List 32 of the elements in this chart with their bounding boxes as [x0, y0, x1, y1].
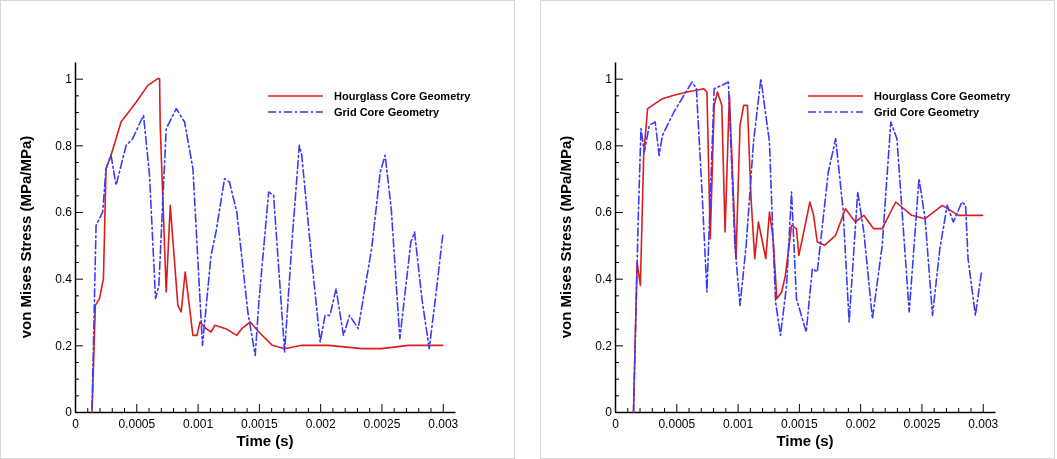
x-tick-label: 0.001: [723, 417, 754, 432]
y-tick-label: 0.4: [55, 272, 73, 287]
x-tick-label: 0.0015: [241, 417, 279, 432]
x-tick-label: 0.002: [305, 417, 336, 432]
x-tick-label: 0.0015: [781, 417, 819, 432]
legend-label: Grid Core Geometry: [334, 105, 441, 118]
y-tick-label: 0.2: [595, 338, 613, 353]
legend-label: Hourglass Core Geometry: [874, 89, 1012, 102]
legend-label: Hourglass Core Geometry: [334, 89, 472, 102]
y-tick-label: 0: [605, 405, 613, 420]
x-tick-label: 0.003: [428, 417, 459, 432]
y-tick-label: 0.8: [55, 138, 73, 153]
x-tick-label: 0.002: [845, 417, 876, 432]
y-tick-label: 0.6: [595, 205, 613, 220]
x-tick-label: 0.001: [183, 417, 214, 432]
y-tick-label: 0.6: [55, 205, 73, 220]
y-tick-label: 0.8: [595, 138, 613, 153]
y-tick-label: 0: [65, 405, 73, 420]
legend-label: Grid Core Geometry: [874, 105, 981, 118]
x-tick-label: 0.003: [968, 417, 999, 432]
y-tick-label: 1: [65, 72, 73, 87]
y-axis-title: von Mises Stress (MPa/MPa): [557, 135, 574, 339]
x-tick-label: 0.0005: [658, 417, 696, 432]
x-tick-label: 0.0005: [118, 417, 156, 432]
x-tick-label: 0.0025: [903, 417, 941, 432]
x-axis-title: Time (s): [236, 432, 294, 449]
y-tick-label: 1: [605, 72, 613, 87]
x-tick-label: 0.0025: [363, 417, 401, 432]
y-tick-label: 0.4: [595, 272, 613, 287]
y-tick-label: 0.2: [55, 338, 73, 353]
x-axis-title: Time (s): [776, 432, 834, 449]
y-axis-title: von Mises Stress (MPa/MPa): [17, 135, 34, 339]
